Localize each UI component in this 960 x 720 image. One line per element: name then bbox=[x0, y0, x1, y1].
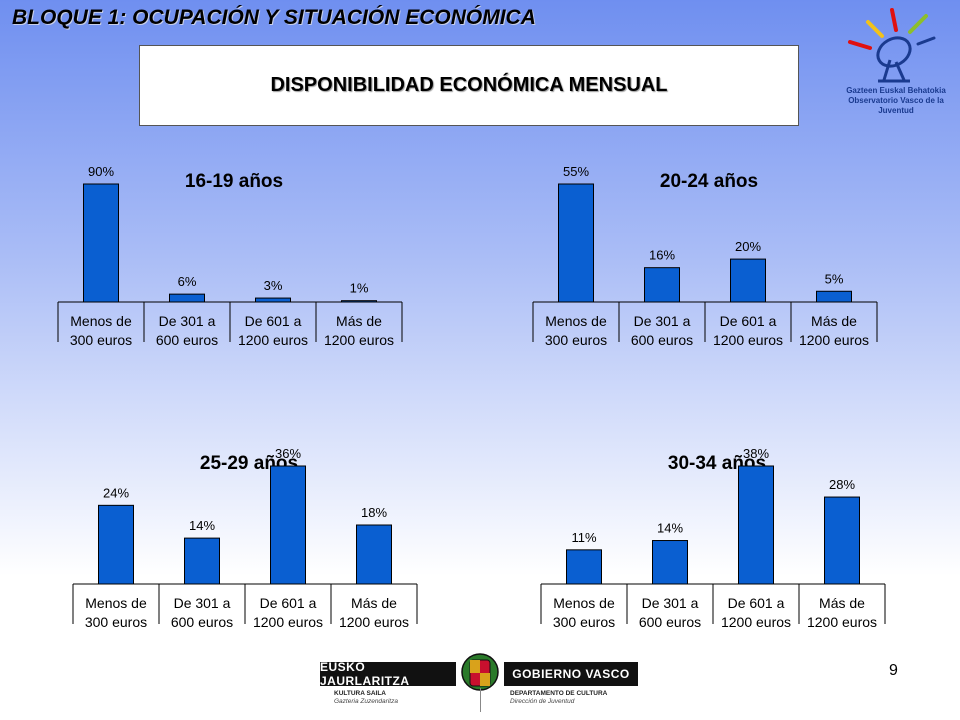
logo-line-1: Gazteen Euskal Behatokia bbox=[846, 86, 946, 95]
x-tick-label: Más de bbox=[336, 313, 382, 329]
x-tick-label: Más de bbox=[811, 313, 857, 329]
chart-title: 20-24 años bbox=[660, 171, 758, 192]
x-tick-label: 1200 euros bbox=[339, 614, 409, 630]
data-label: 6% bbox=[178, 274, 197, 289]
data-label: 55% bbox=[563, 164, 589, 179]
x-tick-label: 1200 euros bbox=[253, 614, 323, 630]
logo-text: Gazteen Euskal Behatokia Observatorio Va… bbox=[832, 86, 960, 116]
dept-right-sub: Dirección de Juventud bbox=[510, 698, 575, 705]
data-label: 3% bbox=[264, 278, 283, 293]
block-title: BLOQUE 1: OCUPACIÓN Y SITUACIÓN ECONÓMIC… bbox=[12, 6, 536, 29]
data-label: 5% bbox=[825, 271, 844, 286]
x-tick-label: 1200 euros bbox=[238, 332, 308, 348]
x-tick-label: 600 euros bbox=[639, 614, 701, 630]
x-tick-label: 300 euros bbox=[85, 614, 147, 630]
bar bbox=[738, 465, 774, 585]
chart-16-19: 16-19 años 90% Menos de 300 euros 6% De 301 a… bbox=[50, 150, 420, 360]
data-label: 11% bbox=[571, 530, 596, 545]
dept-left: KULTURA SAILA Gazteria Zuzendaritza bbox=[334, 690, 398, 706]
bar bbox=[356, 524, 392, 585]
x-tick-label: De 601 a bbox=[720, 313, 777, 329]
bar bbox=[184, 537, 220, 585]
data-label: 36% bbox=[275, 446, 301, 461]
x-tick-label: 1200 euros bbox=[713, 332, 783, 348]
chart-25-29: 25-29 años 24% Menos de 300 euros 14% De 301 … bbox=[65, 432, 435, 642]
coat-of-arms-icon bbox=[461, 653, 499, 691]
x-tick-label: 1200 euros bbox=[799, 332, 869, 348]
government-footer: EUSKO JAURLARITZA GOBIERNO VASCO KULTURA… bbox=[320, 652, 640, 714]
x-tick-label: De 601 a bbox=[728, 595, 785, 611]
x-tick-label: 300 euros bbox=[70, 332, 132, 348]
gobierno-vasco-banner: GOBIERNO VASCO bbox=[504, 662, 638, 686]
x-tick-label: De 301 a bbox=[642, 595, 699, 611]
x-tick-label: 300 euros bbox=[553, 614, 615, 630]
x-tick-label: Menos de bbox=[85, 595, 147, 611]
dept-right: DEPARTAMENTO DE CULTURA Dirección de Juv… bbox=[510, 690, 607, 706]
bar bbox=[652, 540, 688, 585]
x-tick-label: De 601 a bbox=[245, 313, 302, 329]
data-label: 14% bbox=[657, 521, 683, 536]
eusko-jaurlaritza-banner: EUSKO JAURLARITZA bbox=[320, 660, 456, 688]
bar bbox=[341, 300, 377, 303]
chart-svg: 20-24 años 55% Menos de 300 euros 16% De 301 … bbox=[532, 164, 878, 348]
chart-svg: 16-19 años 90% Menos de 300 euros 6% De 301 a… bbox=[57, 164, 403, 348]
x-tick-label: 1200 euros bbox=[721, 614, 791, 630]
data-label: 28% bbox=[829, 477, 855, 492]
data-label: 14% bbox=[189, 518, 215, 533]
x-tick-label: De 601 a bbox=[260, 595, 317, 611]
x-tick-label: Más de bbox=[351, 595, 397, 611]
data-label: 38% bbox=[743, 446, 769, 461]
chart-title: 16-19 años bbox=[185, 171, 283, 192]
page-title: DISPONIBILIDAD ECONÓMICA MENSUAL bbox=[270, 74, 668, 96]
bar bbox=[98, 504, 134, 585]
logo-line-2: Observatorio Vasco de la Juventud bbox=[848, 96, 944, 115]
x-tick-label: Más de bbox=[819, 595, 865, 611]
bar bbox=[169, 293, 205, 303]
x-tick-label: De 301 a bbox=[634, 313, 691, 329]
data-label: 1% bbox=[350, 281, 369, 296]
x-tick-label: Menos de bbox=[553, 595, 615, 611]
bar bbox=[644, 267, 680, 303]
data-label: 20% bbox=[735, 239, 761, 254]
data-label: 18% bbox=[361, 505, 387, 520]
dept-divider bbox=[480, 688, 481, 712]
bar bbox=[270, 465, 306, 585]
x-tick-label: 300 euros bbox=[545, 332, 607, 348]
chart-30-34: 30-34 años 11% Menos de 300 euros 14% De 301 … bbox=[533, 432, 903, 642]
bar bbox=[824, 496, 860, 585]
bar bbox=[255, 297, 291, 303]
x-tick-label: 600 euros bbox=[156, 332, 218, 348]
chart-20-24: 20-24 años 55% Menos de 300 euros 16% De 301 … bbox=[525, 150, 895, 360]
x-tick-label: Menos de bbox=[70, 313, 132, 329]
dept-left-sub: Gazteria Zuzendaritza bbox=[334, 698, 398, 705]
bar bbox=[566, 549, 602, 585]
x-tick-label: De 301 a bbox=[174, 595, 231, 611]
x-tick-label: Menos de bbox=[545, 313, 607, 329]
observatory-logo-icon bbox=[848, 8, 936, 83]
x-tick-label: 600 euros bbox=[631, 332, 693, 348]
dept-right-name: DEPARTAMENTO DE CULTURA bbox=[510, 690, 608, 697]
x-tick-label: 1200 euros bbox=[807, 614, 877, 630]
bar bbox=[730, 258, 766, 303]
dept-left-name: KULTURA SAILA bbox=[334, 690, 386, 697]
page-number: 9 bbox=[889, 662, 898, 679]
x-tick-label: 600 euros bbox=[171, 614, 233, 630]
data-label: 90% bbox=[88, 164, 114, 179]
x-tick-label: De 301 a bbox=[159, 313, 216, 329]
data-label: 24% bbox=[103, 485, 129, 500]
data-label: 16% bbox=[649, 248, 675, 263]
x-tick-label: 1200 euros bbox=[324, 332, 394, 348]
bar bbox=[558, 183, 594, 303]
bar bbox=[83, 183, 119, 303]
bar bbox=[816, 290, 852, 303]
title-box: DISPONIBILIDAD ECONÓMICA MENSUAL bbox=[139, 45, 799, 126]
